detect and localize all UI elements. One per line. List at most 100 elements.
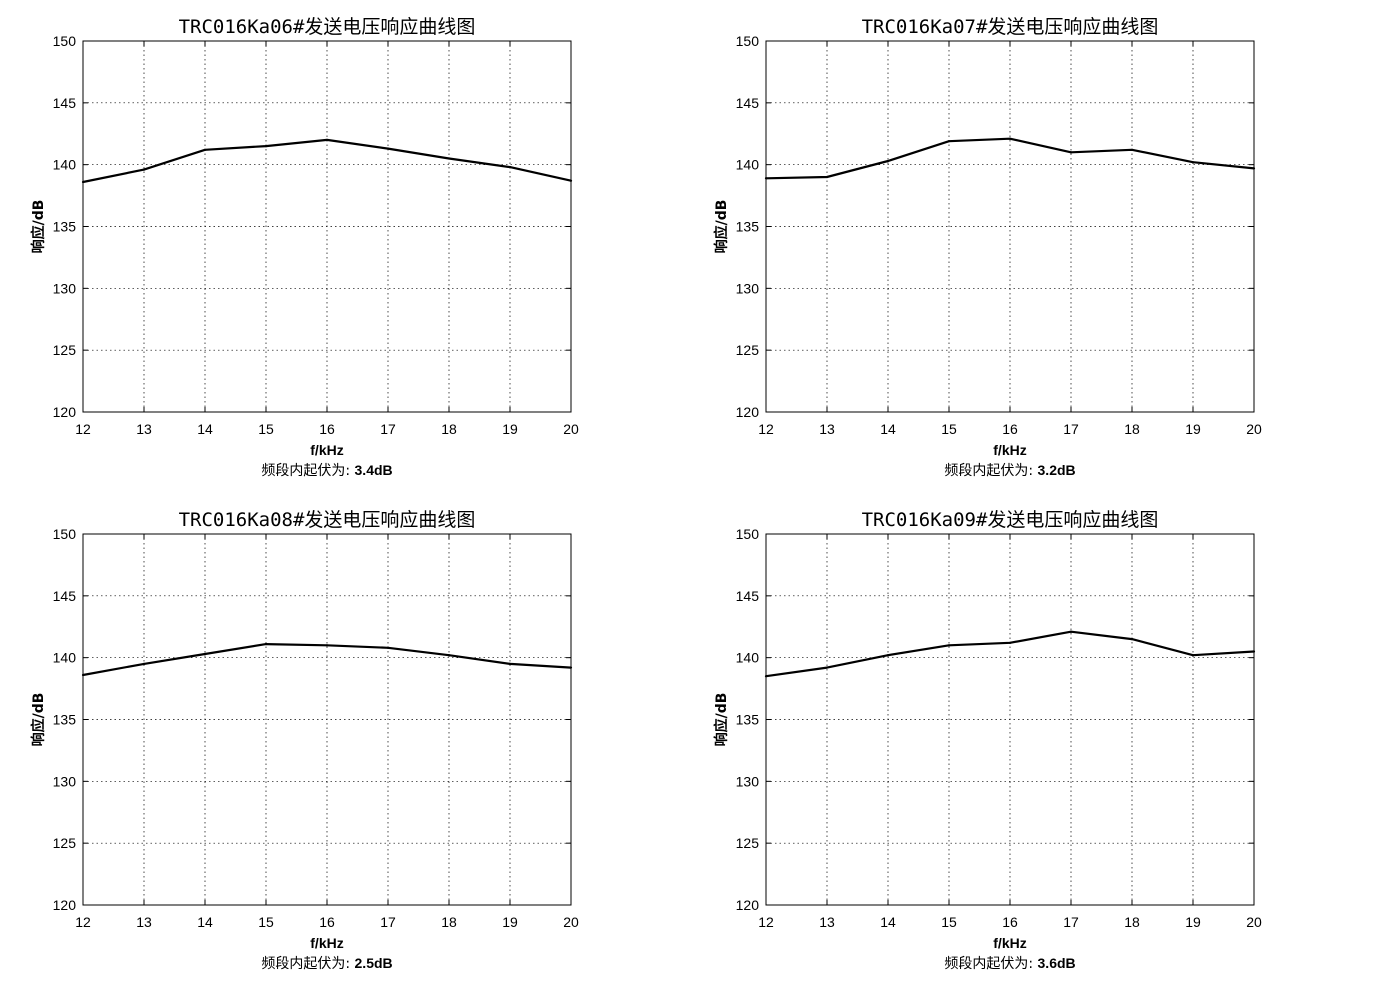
x-tick-label: 18 — [441, 914, 457, 930]
data-point — [142, 662, 146, 665]
x-axis-label: f/kHz — [310, 442, 343, 458]
y-tick-label: 140 — [736, 650, 760, 666]
data-point — [508, 166, 512, 169]
data-point — [386, 147, 390, 150]
y-axis-label: 响应/dB — [713, 693, 730, 747]
x-tick-label: 13 — [136, 914, 152, 930]
x-tick-label: 16 — [1002, 421, 1018, 437]
y-tick-label: 150 — [736, 526, 760, 542]
chart-title: TRC016Ka06#发送电压响应曲线图 — [179, 16, 476, 38]
chart-panel-3: 12 13 14 15 16 17 18 19 20 120 125 130 135 140 145 150 T… — [30, 509, 579, 972]
ripple-note-value: 3.4dB — [355, 462, 393, 478]
data-point — [508, 662, 512, 665]
data-point — [325, 138, 329, 142]
chart-title: TRC016Ka09#发送电压响应曲线图 — [862, 509, 1159, 531]
data-point — [947, 644, 951, 647]
ripple-note-label: 频段内起伏为: — [944, 463, 1037, 479]
y-tick-label: 150 — [53, 33, 77, 49]
x-tick-label: 15 — [258, 914, 274, 930]
ripple-note: 频段内起伏为: 2.5dB — [261, 955, 392, 972]
data-point — [569, 179, 573, 182]
grid — [766, 41, 1254, 412]
data-point — [1008, 137, 1012, 140]
data-point — [264, 642, 268, 646]
ripple-note: 频段内起伏为: 3.2dB — [944, 462, 1075, 479]
data-point — [825, 175, 829, 179]
y-tick-label: 130 — [736, 773, 760, 789]
ripple-note-label: 频段内起伏为: — [261, 463, 354, 479]
x-tick-label: 18 — [1124, 421, 1140, 437]
y-tick-label: 150 — [53, 526, 77, 542]
y-tick-label: 125 — [736, 835, 760, 851]
x-tick-label: 18 — [441, 421, 457, 437]
x-tick-label: 17 — [380, 914, 396, 930]
data-point — [947, 140, 951, 143]
x-tick-label: 20 — [563, 914, 579, 930]
x-tick-label: 13 — [819, 914, 835, 930]
y-tick-label: 145 — [53, 588, 77, 604]
data-point — [1191, 161, 1195, 164]
data-point — [1130, 638, 1134, 641]
x-tick-label: 14 — [880, 914, 896, 930]
x-tick-label: 14 — [880, 421, 896, 437]
chart-title: TRC016Ka08#发送电压响应曲线图 — [179, 509, 476, 531]
y-tick-label: 140 — [736, 157, 760, 173]
x-axis-label: f/kHz — [310, 935, 343, 951]
chart-panel-4: 12 13 14 15 16 17 18 19 20 120 125 130 135 140 145 150 T… — [713, 509, 1262, 972]
data-point — [203, 652, 207, 656]
y-tick-label: 145 — [736, 588, 760, 604]
x-tick-label: 17 — [1063, 421, 1079, 437]
x-axis-label: f/kHz — [993, 935, 1026, 951]
y-axis-label: 响应/dB — [30, 693, 47, 747]
x-tick-label: 20 — [1246, 914, 1262, 930]
x-tick-label: 16 — [319, 421, 335, 437]
chart-title: TRC016Ka07#发送电压响应曲线图 — [862, 16, 1159, 38]
x-tick-label: 17 — [380, 421, 396, 437]
y-tick-label: 125 — [53, 342, 77, 358]
chart-panel-2: 12 13 14 15 16 17 18 19 20 120 125 130 135 140 145 150 T… — [713, 16, 1262, 479]
x-tick-label: 16 — [319, 914, 335, 930]
x-tick-label: 14 — [197, 421, 213, 437]
x-tick-label: 13 — [819, 421, 835, 437]
y-tick-label: 130 — [53, 773, 77, 789]
data-point — [325, 644, 329, 647]
y-tick-label: 145 — [736, 95, 760, 111]
y-axis-label: 响应/dB — [30, 200, 47, 254]
y-tick-label: 150 — [736, 33, 760, 49]
ripple-note-label: 频段内起伏为: — [944, 956, 1037, 972]
x-tick-label: 14 — [197, 914, 213, 930]
x-tick-label: 20 — [1246, 421, 1262, 437]
y-tick-label: 130 — [53, 280, 77, 296]
y-tick-label: 125 — [53, 835, 77, 851]
y-tick-label: 120 — [53, 897, 77, 913]
x-tick-label: 20 — [563, 421, 579, 437]
data-point — [142, 168, 146, 171]
x-tick-label: 12 — [758, 421, 774, 437]
y-tick-label: 130 — [736, 280, 760, 296]
chart-panel-1: 12 13 14 15 16 17 18 19 20 120 125 130 135 140 145 150 T… — [30, 16, 579, 479]
data-point — [1191, 654, 1195, 657]
data-point — [886, 654, 890, 657]
x-tick-label: 16 — [1002, 914, 1018, 930]
x-tick-label: 17 — [1063, 914, 1079, 930]
data-point — [1008, 641, 1012, 644]
grid — [83, 41, 571, 412]
data-point — [825, 666, 829, 669]
data-point — [1069, 151, 1073, 154]
x-tick-label: 12 — [758, 914, 774, 930]
data-point — [81, 180, 85, 184]
x-tick-label: 19 — [1185, 914, 1201, 930]
x-tick-label: 13 — [136, 421, 152, 437]
ripple-note-value: 3.2dB — [1038, 462, 1076, 478]
y-tick-label: 125 — [736, 342, 760, 358]
data-point — [447, 654, 451, 657]
data-point — [764, 177, 768, 180]
x-axis-label: f/kHz — [993, 442, 1026, 458]
x-tick-label: 19 — [502, 914, 518, 930]
ripple-note-value: 3.6dB — [1038, 955, 1076, 971]
y-tick-label: 145 — [53, 95, 77, 111]
y-tick-label: 135 — [736, 712, 760, 728]
x-tick-label: 18 — [1124, 914, 1140, 930]
y-tick-label: 135 — [53, 219, 77, 235]
